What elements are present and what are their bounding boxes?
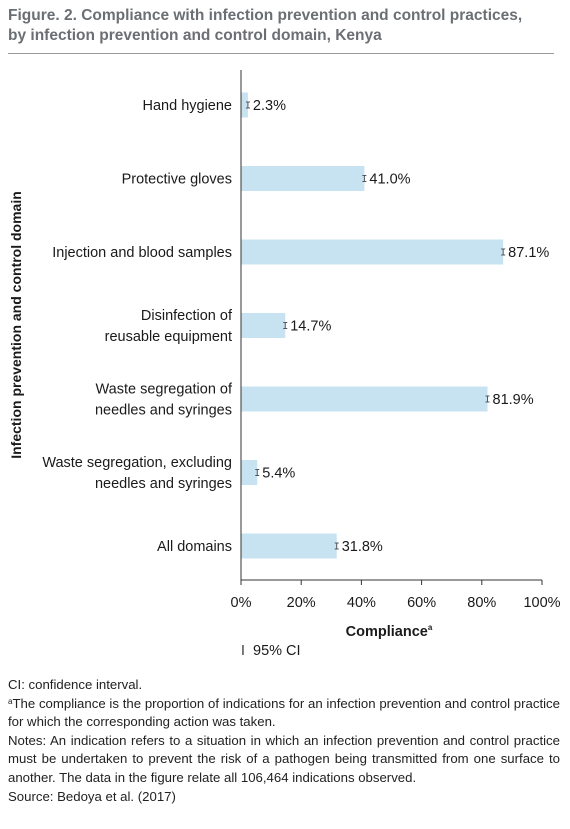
- category-label: needles and syringes: [95, 476, 232, 492]
- footnote-mark: a: [8, 696, 13, 706]
- category-label: Disinfection of: [141, 308, 233, 324]
- ci-note: CI: confidence interval.: [8, 677, 143, 692]
- value-label: 2.3%: [253, 98, 286, 114]
- ci-error-bar: [485, 395, 490, 403]
- value-label: 81.9%: [493, 392, 534, 408]
- ci-error-bar: [362, 175, 367, 182]
- legend-ci-symbol: I: [241, 642, 245, 659]
- ci-error-bar: [245, 101, 250, 109]
- category-label: Injection and blood samples: [52, 245, 232, 261]
- value-label: 31.8%: [342, 539, 383, 555]
- category-label: Protective gloves: [122, 172, 232, 188]
- ci-error-bar: [334, 542, 339, 550]
- source-note: Source: Bedoya et al. (2017): [8, 788, 176, 804]
- x-tick-label: 0%: [231, 595, 252, 611]
- value-label: 5.4%: [262, 466, 295, 482]
- figure-title-line-1: Figure. 2. Compliance with infection pre…: [8, 7, 523, 24]
- x-axis-title-superscript: a: [428, 623, 433, 632]
- x-tick-label: 100%: [523, 595, 560, 611]
- x-tick-label: 20%: [287, 595, 316, 611]
- footnote-a-text: The compliance is the proportion of indi…: [8, 695, 560, 730]
- title-divider: [8, 53, 554, 54]
- ci-error-bar: [255, 469, 260, 476]
- category-label: Waste segregation of: [96, 382, 233, 398]
- notes-text: Notes: An indication refers to a situati…: [8, 732, 560, 785]
- bar: [241, 239, 504, 265]
- ci-error-bar: [501, 248, 506, 256]
- category-label: Hand hygiene: [143, 98, 233, 114]
- figure-title: Figure. 2. Compliance with infection pre…: [8, 6, 556, 46]
- bar: [241, 166, 365, 191]
- category-label: All domains: [157, 539, 232, 555]
- legend-ci-label: 95% CI: [253, 643, 301, 659]
- x-tick-label: 80%: [467, 595, 496, 611]
- x-axis-title-text: Compliance: [346, 624, 428, 640]
- bar: [241, 386, 488, 412]
- ci-error-bar: [283, 322, 288, 329]
- y-axis-title: Infection prevention and control domain: [8, 191, 24, 459]
- bar: [241, 92, 248, 118]
- value-label: 41.0%: [369, 172, 410, 188]
- x-tick-label: 60%: [407, 595, 436, 611]
- bar: [241, 460, 258, 485]
- bar: [241, 533, 337, 559]
- category-label: Waste segregation, excluding: [42, 455, 232, 471]
- compliance-bar-chart: 0% 20% 40% 60% 80% 100% Compliancea Infection p…: [8, 70, 561, 659]
- bar: [241, 313, 286, 338]
- x-tick-label: 40%: [347, 595, 376, 611]
- x-axis-title: Compliancea: [346, 623, 433, 640]
- footnote-a: aThe compliance is the proportion of ind…: [8, 695, 560, 732]
- category-label: needles and syringes: [95, 403, 232, 419]
- category-label: reusable equipment: [105, 329, 232, 345]
- figure-title-line-2: by infection prevention and control doma…: [8, 27, 382, 44]
- value-label: 14.7%: [290, 319, 331, 335]
- value-label: 87.1%: [508, 245, 549, 261]
- figure-notes: CI: confidence interval. aThe compliance…: [8, 676, 560, 806]
